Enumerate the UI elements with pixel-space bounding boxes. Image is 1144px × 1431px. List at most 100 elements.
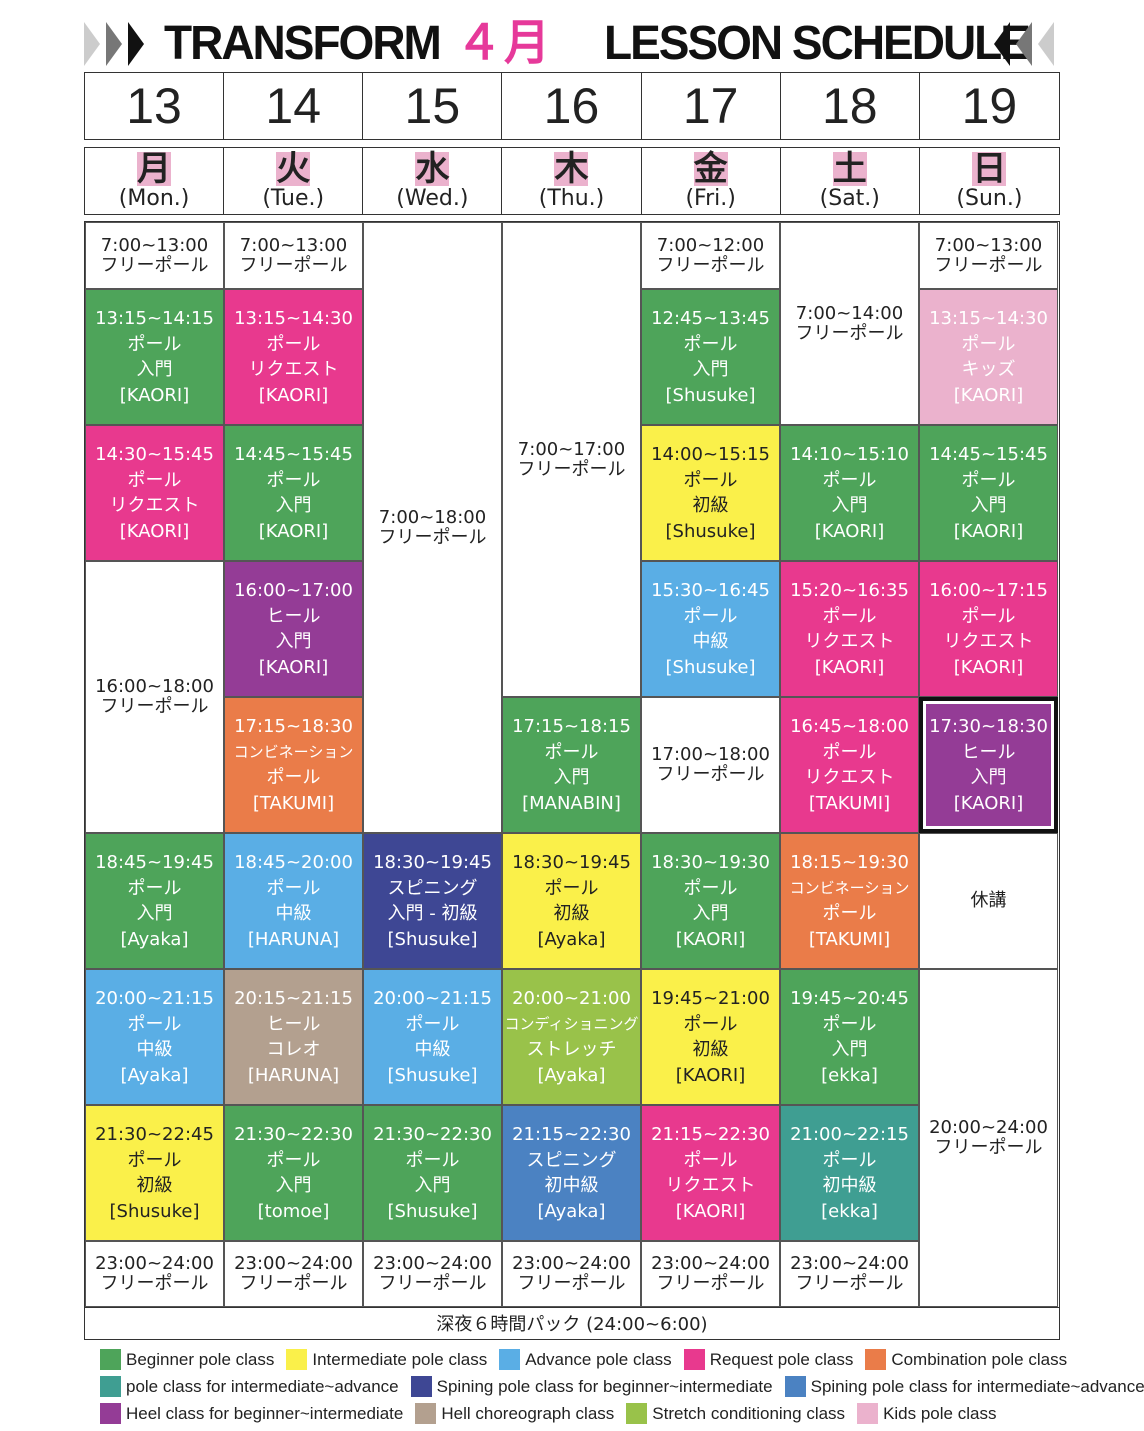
lesson-line: 18:30~19:45	[512, 852, 631, 873]
lesson-line: 23:00~24:00	[95, 1253, 214, 1274]
lesson-line: ポール	[683, 1013, 738, 1035]
lesson-cell: 21:00~22:15 ポール 初中級 [ekka]	[780, 1105, 919, 1241]
lesson-schedule-title: LESSON SCHEDULE	[604, 14, 1031, 70]
lesson-line: [TAKUMI]	[808, 792, 891, 814]
weekday-cell: 金 (Fri.)	[642, 148, 781, 214]
chevron-left-icon	[1038, 22, 1054, 66]
lesson-cell: 20:00~21:15 ポール 中級 [Ayaka]	[85, 969, 224, 1105]
lesson-line: [KAORI]	[119, 384, 190, 406]
lesson-line: 16:00~17:15	[929, 580, 1048, 601]
lesson-cell: 19:45~20:45 ポール 入門 [ekka]	[780, 969, 919, 1105]
lesson-cell: 14:10~15:10 ポール 入門 [KAORI]	[780, 425, 919, 561]
lesson-line: フリーポール	[795, 322, 904, 344]
lesson-cell: 14:30~15:45 ポール リクエスト [KAORI]	[85, 425, 224, 561]
lesson-line: 初級	[692, 1039, 729, 1060]
lesson-line: 17:00~18:00	[651, 744, 770, 765]
lesson-line: 20:00~21:15	[373, 988, 492, 1009]
lesson-cell: 23:00~24:00 フリーポール	[502, 1241, 641, 1307]
lesson-line: 7:00~18:00	[378, 506, 487, 528]
legend-swatch	[865, 1349, 887, 1370]
lesson-cell: 休講	[919, 833, 1058, 969]
legend-label: Advance pole class	[525, 1349, 672, 1369]
lesson-line: 入門	[414, 1175, 451, 1196]
lesson-line: 20:00~24:00	[929, 1117, 1048, 1138]
lesson-cell: 12:45~13:45 ポール 入門 [Shusuke]	[641, 289, 780, 425]
date-row: 13 14 15 16 17 18 19	[84, 72, 1060, 140]
legend-label: pole class for intermediate~advance	[126, 1376, 399, 1396]
legend-swatch	[100, 1349, 121, 1370]
lesson-line: リクエスト	[943, 631, 1034, 652]
legend-label: Stretch conditioning class	[652, 1403, 846, 1423]
lesson-line: 中級	[136, 1039, 173, 1060]
lesson-line: [TAKUMI]	[808, 928, 891, 950]
lesson-line: リクエスト	[248, 359, 339, 380]
lesson-line: キッズ	[961, 359, 1016, 380]
lesson-line: 18:30~19:30	[651, 852, 770, 873]
lesson-line: ポール	[961, 469, 1016, 491]
legend-swatch	[415, 1403, 437, 1424]
lesson-line: 21:30~22:30	[234, 1124, 353, 1145]
lesson-line: 入門	[275, 495, 312, 516]
lesson-cell: 7:00~13:00 フリーポール	[919, 222, 1058, 289]
legend-swatch	[683, 1349, 705, 1370]
schedule-header: TRANSFORM ４月 LESSON SCHEDULE	[84, 14, 1060, 70]
lesson-line: [KAORI]	[814, 656, 885, 678]
lesson-line: 21:30~22:45	[95, 1124, 214, 1145]
legend-swatch	[857, 1403, 879, 1424]
lesson-cell: 16:45~18:00 ポール リクエスト [TAKUMI]	[780, 697, 919, 833]
lesson-line: ポール	[822, 741, 877, 763]
lesson-line: 23:00~24:00	[512, 1253, 631, 1274]
lesson-line: ポール	[266, 1149, 321, 1171]
lesson-line: リクエスト	[109, 495, 200, 516]
lesson-cell: 21:15~22:30 スピニング 初中級 [Ayaka]	[502, 1105, 641, 1241]
lesson-line: ポール	[683, 469, 738, 491]
lesson-cell: 20:00~24:00 フリーポール	[919, 969, 1058, 1307]
legend-swatch	[100, 1403, 121, 1424]
lesson-cell: 18:15~19:30 コンビネーション ポール [TAKUMI]	[780, 833, 919, 969]
lesson-line: 13:15~14:15	[95, 308, 214, 329]
lesson-line: フリーポール	[656, 254, 765, 276]
lesson-line: 7:00~14:00	[795, 302, 904, 324]
lesson-line: [KAORI]	[675, 1200, 746, 1222]
lesson-cell: 15:20~16:35 ポール リクエスト [KAORI]	[780, 561, 919, 697]
lesson-line: 14:45~15:45	[234, 444, 353, 465]
lesson-cell: 23:00~24:00 フリーポール	[363, 1241, 502, 1307]
lesson-line: 入門 - 初級	[387, 903, 478, 924]
lesson-line: 入門	[136, 903, 173, 924]
lesson-line: 17:15~18:15	[512, 716, 631, 737]
lesson-cell: 18:30~19:45 スピニング 入門 - 初級 [Shusuke]	[363, 833, 502, 969]
lesson-cell: 21:30~22:30 ポール 入門 [tomoe]	[224, 1105, 363, 1241]
lesson-line: [Shusuke]	[387, 1064, 478, 1086]
lesson-line: ポール	[683, 605, 738, 627]
lesson-cell: 23:00~24:00 フリーポール	[224, 1241, 363, 1307]
lesson-cell: 14:45~15:45 ポール 入門 [KAORI]	[224, 425, 363, 561]
lesson-line: 初級	[692, 495, 729, 516]
lesson-line: 19:45~20:45	[790, 988, 909, 1009]
lesson-line: [Shusuke]	[109, 1200, 200, 1222]
legend-label: Kids pole class	[883, 1403, 997, 1423]
lesson-line: 18:15~19:30	[790, 852, 909, 873]
lesson-line: 初中級	[544, 1175, 599, 1196]
legend-item: Advance pole class	[499, 1349, 672, 1370]
legend-label: Beginner pole class	[126, 1349, 275, 1369]
lesson-line: 入門	[831, 1039, 868, 1060]
legend-swatch	[410, 1376, 432, 1397]
lesson-line: 17:15~18:30	[234, 716, 353, 737]
lesson-line: 7:00~13:00	[934, 234, 1043, 256]
lesson-line: ポール	[127, 1149, 182, 1171]
lesson-line: [Ayaka]	[537, 1064, 606, 1086]
lesson-line: ポール	[405, 1013, 460, 1035]
lesson-line: 14:45~15:45	[929, 444, 1048, 465]
lesson-cell: 23:00~24:00 フリーポール	[641, 1241, 780, 1307]
lesson-line: 20:00~21:00	[512, 988, 631, 1009]
lesson-line: 20:00~21:15	[95, 988, 214, 1009]
lesson-line: 入門	[970, 767, 1007, 788]
date-cell: 18	[781, 73, 920, 139]
lesson-line: フリーポール	[100, 1273, 209, 1294]
lesson-line: [KAORI]	[953, 656, 1024, 678]
lesson-line: ポール	[544, 741, 599, 763]
lesson-cell: 15:30~16:45 ポール 中級 [Shusuke]	[641, 561, 780, 697]
night-pack-note: 深夜６時間パック (24:00~6:00)	[84, 1307, 1060, 1340]
lesson-line: 入門	[136, 359, 173, 380]
lesson-line: 15:30~16:45	[651, 580, 770, 601]
